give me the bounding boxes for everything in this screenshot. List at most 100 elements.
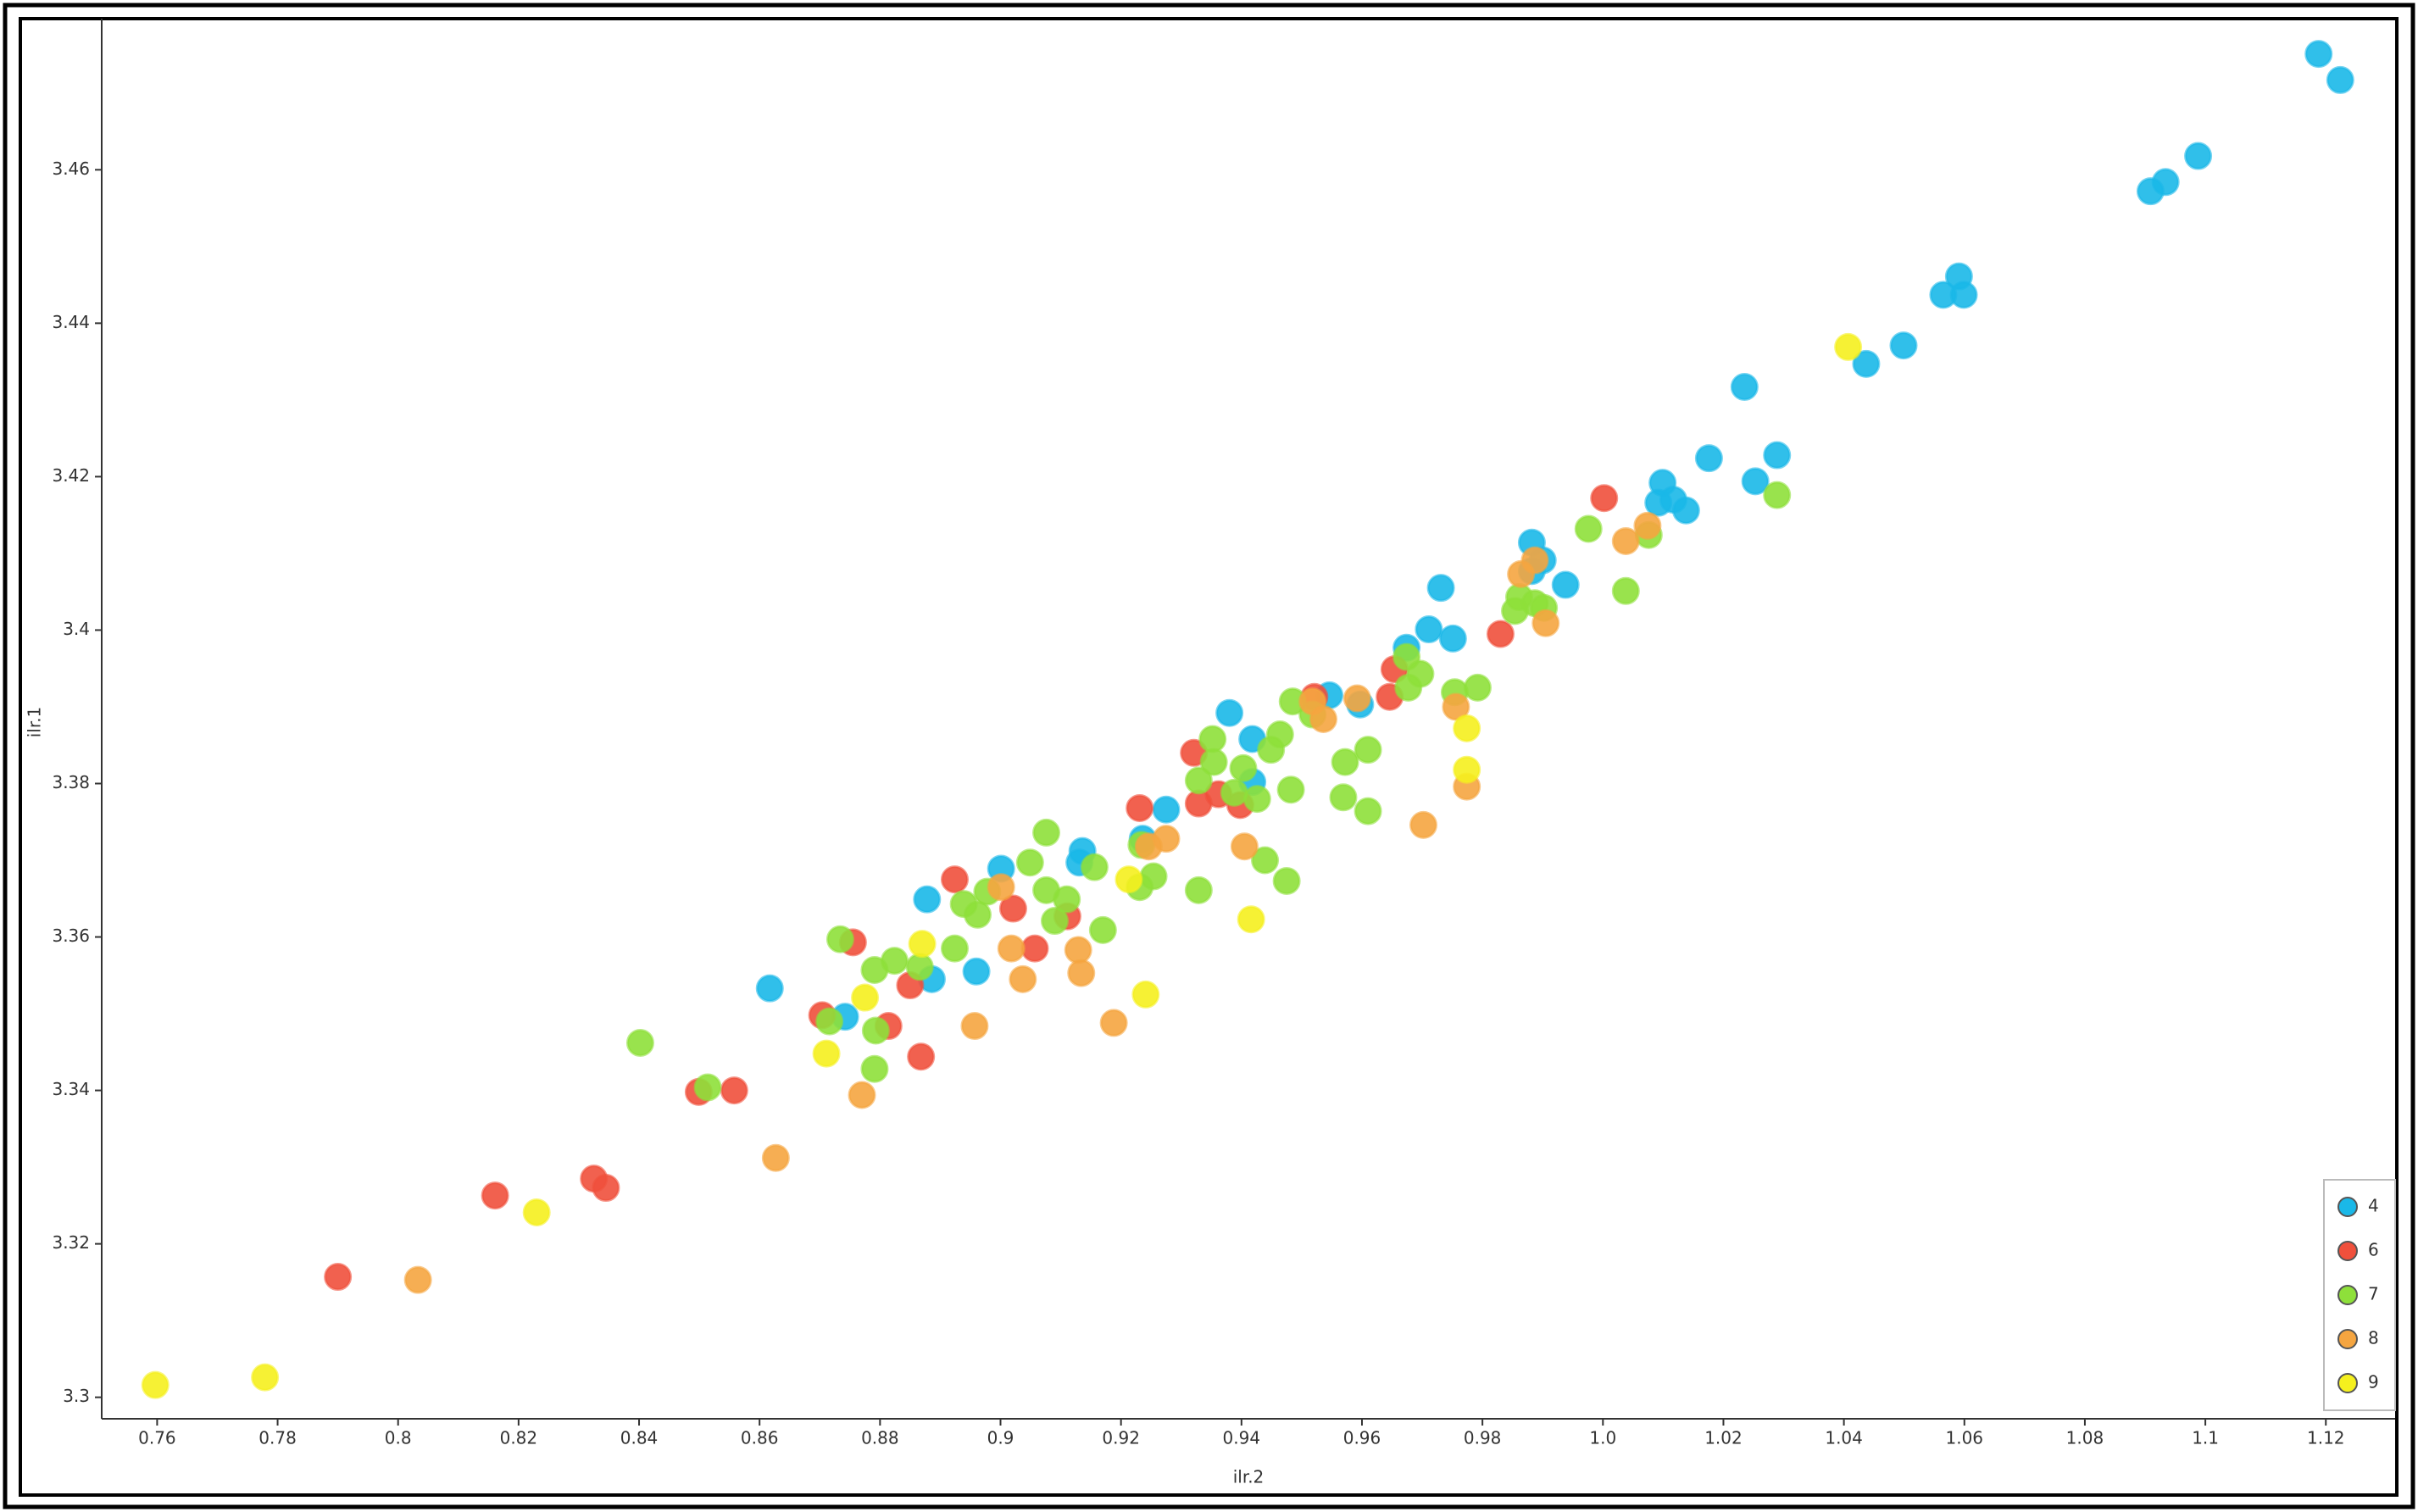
legend-marker — [2337, 1285, 2358, 1305]
point — [860, 1054, 889, 1083]
point — [481, 1181, 509, 1210]
point — [1507, 559, 1536, 588]
point — [1453, 714, 1481, 742]
point — [522, 1198, 551, 1226]
point — [1763, 441, 1792, 470]
point — [1852, 349, 1881, 378]
point — [1486, 620, 1515, 648]
point — [720, 1076, 748, 1105]
point — [1184, 789, 1213, 818]
point — [825, 925, 854, 953]
point — [1242, 785, 1271, 814]
point — [625, 1028, 654, 1057]
point — [987, 873, 1015, 902]
point — [1184, 766, 1213, 795]
y-tick-label: 3.44 — [52, 312, 90, 332]
y-tick-label: 3.4 — [63, 619, 90, 639]
point — [1611, 526, 1640, 555]
point — [1015, 848, 1044, 877]
x-tick-label: 0.96 — [1343, 1428, 1381, 1448]
point — [1230, 832, 1259, 861]
point — [1463, 673, 1492, 702]
point — [324, 1263, 353, 1292]
legend-label: 7 — [2368, 1284, 2379, 1304]
point — [1088, 915, 1117, 944]
legend-marker — [2337, 1329, 2358, 1349]
point — [1099, 1009, 1128, 1037]
legend-box — [2323, 1179, 2396, 1411]
point — [1342, 684, 1371, 713]
legend-label: 8 — [2368, 1328, 2379, 1348]
x-tick-label: 0.98 — [1464, 1428, 1502, 1448]
point — [1574, 514, 1603, 543]
point — [403, 1265, 432, 1294]
point — [905, 953, 934, 981]
legend-label: 9 — [2368, 1372, 2379, 1392]
point — [1115, 865, 1143, 894]
point — [848, 1081, 876, 1109]
point — [141, 1370, 170, 1399]
point — [1501, 597, 1530, 625]
point — [1730, 372, 1759, 401]
point — [963, 900, 992, 929]
point — [1032, 818, 1061, 847]
point — [1834, 332, 1863, 361]
point — [1354, 797, 1382, 825]
point — [1331, 748, 1359, 776]
point — [1152, 795, 1181, 824]
point — [1131, 980, 1160, 1009]
point — [815, 1007, 844, 1036]
point — [1354, 736, 1382, 764]
point — [1929, 281, 1958, 309]
x-tick-label: 0.78 — [258, 1428, 297, 1448]
point — [251, 1363, 280, 1392]
y-tick-label: 3.46 — [52, 158, 90, 179]
point — [1257, 736, 1286, 764]
point — [1551, 570, 1580, 599]
point — [1415, 615, 1443, 644]
point — [1671, 496, 1700, 525]
legend-marker — [2337, 1241, 2358, 1261]
point — [1215, 698, 1244, 727]
point — [997, 934, 1026, 963]
point — [1611, 576, 1640, 605]
point — [1020, 934, 1049, 963]
x-tick-label: 0.8 — [385, 1428, 412, 1448]
point — [913, 885, 942, 914]
x-tick-label: 0.94 — [1223, 1428, 1261, 1448]
point — [1198, 725, 1227, 753]
point — [998, 894, 1027, 923]
point — [907, 1042, 936, 1071]
point — [1251, 846, 1280, 875]
point — [1763, 481, 1792, 509]
x-axis-label: ilr.2 — [1233, 1467, 1265, 1487]
point — [592, 1174, 620, 1203]
x-tick-label: 0.84 — [620, 1428, 659, 1448]
point — [1184, 876, 1213, 904]
legend-label: 6 — [2368, 1240, 2379, 1260]
point — [1040, 907, 1069, 936]
point — [960, 1012, 989, 1041]
y-tick-label: 3.32 — [52, 1232, 90, 1253]
point — [812, 1039, 841, 1068]
legend-label: 4 — [2368, 1196, 2379, 1216]
point — [1229, 753, 1258, 782]
x-tick-label: 0.86 — [741, 1428, 779, 1448]
point — [1126, 793, 1154, 822]
x-tick-label: 1.1 — [2192, 1428, 2219, 1448]
x-tick-label: 0.92 — [1102, 1428, 1140, 1448]
point — [1633, 511, 1662, 540]
point — [1394, 673, 1423, 702]
point — [693, 1073, 722, 1102]
y-axis-label: ilr.1 — [25, 707, 45, 738]
point — [1080, 853, 1109, 881]
x-tick-label: 1.06 — [1946, 1428, 1984, 1448]
plot-frame — [19, 17, 2399, 1497]
x-tick-label: 0.9 — [987, 1428, 1014, 1448]
y-tick-label: 3.3 — [63, 1386, 90, 1406]
point — [1531, 609, 1560, 637]
point — [1009, 964, 1037, 993]
point — [2184, 142, 2213, 170]
point — [1590, 484, 1619, 513]
point — [1237, 905, 1265, 934]
